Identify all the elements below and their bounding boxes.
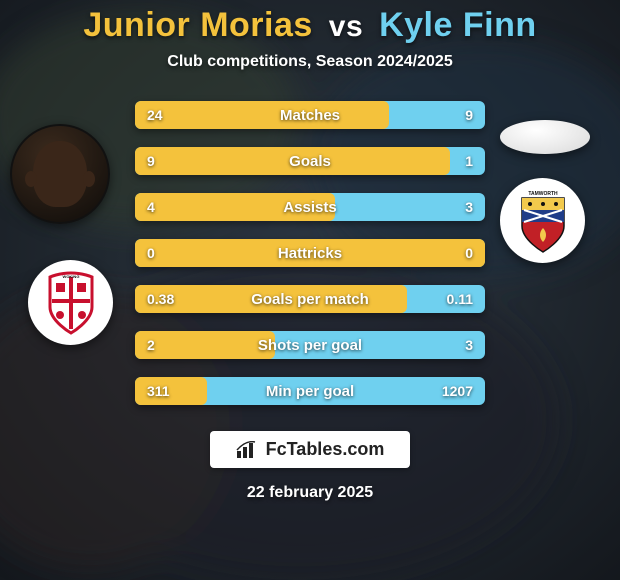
stat-row-value-left: 24 <box>135 101 175 129</box>
vs-text: vs <box>329 10 363 43</box>
player2-name: Kyle Finn <box>379 6 537 44</box>
stat-row-value-left: 0 <box>135 239 167 267</box>
stat-row: Shots per goal2 3 <box>135 331 485 359</box>
stat-row-label: Goals per match <box>135 285 485 313</box>
player2-club-crest: TAMWORTH <box>500 178 585 263</box>
svg-text:TAMWORTH: TAMWORTH <box>528 191 558 197</box>
stat-row-value-left: 4 <box>135 193 167 221</box>
tamworth-crest-icon: TAMWORTH <box>514 188 572 254</box>
stat-row-value-right: 1207 <box>430 377 485 405</box>
stat-row-value-right: 1 <box>453 147 485 175</box>
watermark-text: FcTables.com <box>266 439 385 460</box>
stat-row: Matches24 9 <box>135 101 485 129</box>
player1-club-crest: WOKING <box>28 260 113 345</box>
stat-row: Hattricks0 0 <box>135 239 485 267</box>
stat-row-label: Goals <box>135 147 485 175</box>
player1-name: Junior Morias <box>83 6 312 44</box>
stat-row-value-left: 0.38 <box>135 285 186 313</box>
stat-row-label: Hattricks <box>135 239 485 267</box>
stat-row: Assists4 3 <box>135 193 485 221</box>
stat-row-value-left: 2 <box>135 331 167 359</box>
stat-bars-list: Matches249Goals91Assists43Hattricks00Goa… <box>135 101 485 405</box>
stat-row-label: Assists <box>135 193 485 221</box>
stat-row-value-right: 0.11 <box>435 285 485 313</box>
player2-avatar <box>500 120 590 154</box>
date-text: 22 february 2025 <box>247 484 373 502</box>
stat-row-value-left: 9 <box>135 147 167 175</box>
comparison-title: Junior Morias vs Kyle Finn <box>83 6 536 45</box>
stat-row-value-left: 311 <box>135 377 182 405</box>
bar-logo-icon <box>236 441 258 459</box>
woking-crest-icon: WOKING <box>44 271 98 335</box>
stat-row-value-right: 3 <box>453 193 485 221</box>
stat-row: Goals per match0.38 0.11 <box>135 285 485 313</box>
player1-avatar <box>10 124 110 224</box>
stat-row-value-right: 9 <box>453 101 485 129</box>
stat-row: Goals9 1 <box>135 147 485 175</box>
stat-row: Min per goal3111207 <box>135 377 485 405</box>
watermark-box: FcTables.com <box>210 431 411 468</box>
stat-row-value-right: 0 <box>453 239 485 267</box>
svg-text:WOKING: WOKING <box>62 274 79 279</box>
subtitle: Club competitions, Season 2024/2025 <box>167 53 452 71</box>
stat-row-label: Shots per goal <box>135 331 485 359</box>
stat-row-value-right: 3 <box>453 331 485 359</box>
stat-row-label: Matches <box>135 101 485 129</box>
